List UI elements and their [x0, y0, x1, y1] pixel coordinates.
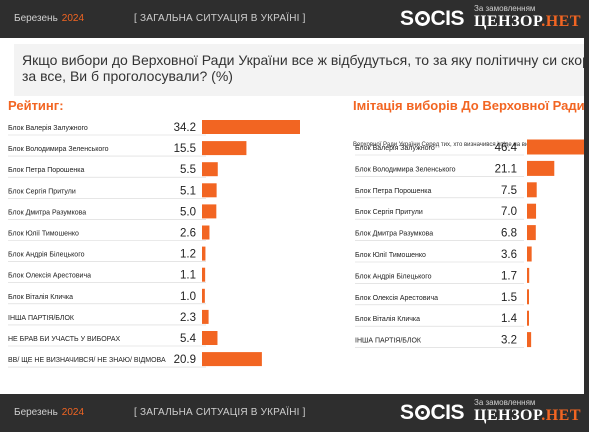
category-label: ІНША ПАРТІЯ/БЛОК [355, 338, 422, 345]
category-label: Блок Сергія Притули [8, 187, 76, 195]
socis-logo: S CIS [400, 7, 465, 30]
category-label: Блок Петра Порошенка [355, 188, 432, 195]
value-label: 34.2 [174, 122, 196, 134]
value-label: 3.6 [501, 249, 517, 261]
bar [527, 267, 530, 283]
bar [202, 225, 210, 240]
value-label: 7.0 [501, 206, 517, 218]
bar [202, 162, 218, 177]
category-label: Блок Олексія Арестовича [8, 272, 91, 280]
bar [202, 352, 262, 367]
value-label: 7.5 [501, 185, 517, 197]
bar [527, 332, 532, 348]
category-label: ІНША ПАРТІЯ/БЛОК [8, 315, 75, 322]
category-label: Блок Дмитра Разумкова [8, 209, 86, 216]
value-label: 1.0 [180, 291, 196, 303]
report-year: 2024 [61, 13, 85, 24]
footer-report-date: Березень 2024 [14, 407, 85, 418]
value-label: 20.9 [174, 354, 196, 366]
rating-title: Рейтинг: [8, 98, 64, 113]
footer-censor-logo: ЦЕНЗОР.НЕТ [474, 407, 582, 424]
value-label: 21.1 [495, 163, 517, 175]
question-text: Якщо вибори до Верховної Ради України вс… [22, 52, 584, 84]
bar [202, 288, 205, 303]
value-label: 5.0 [180, 206, 196, 218]
section-label: [ ЗАГАЛЬНА СИТУАЦІЯ В УКРАЇНІ ] [134, 13, 306, 24]
bar [527, 182, 537, 198]
category-label: Блок Валерія Залужного [8, 124, 88, 132]
value-label: 1.2 [180, 249, 196, 261]
bar [202, 120, 300, 134]
value-label: 3.2 [501, 335, 517, 347]
category-label: Блок Володимира Зеленського [355, 166, 456, 173]
value-label: 1.1 [180, 270, 196, 282]
category-label: Блок Юлії Тимошенко [8, 230, 79, 238]
slide-content: Якщо вибори до Верховної Ради України вс… [0, 38, 584, 394]
category-label: Блок Володимира Зеленського [8, 146, 109, 153]
customer-label: За замовленням [474, 4, 536, 13]
bar [202, 246, 206, 261]
bar [527, 139, 584, 155]
censor-logo: ЦЕНЗОР.НЕТ [474, 13, 582, 30]
bar [527, 289, 529, 305]
category-label: Блок Петра Порошенка [8, 167, 85, 174]
socis-logo-icon [414, 11, 430, 26]
value-label: 2.6 [180, 228, 196, 240]
bar [202, 309, 209, 324]
value-label: 5.1 [180, 185, 196, 197]
value-label: 15.5 [174, 143, 196, 155]
value-label: 1.4 [501, 313, 518, 325]
footer-customer-label: За замовленням [474, 398, 536, 407]
value-label: 5.4 [180, 333, 197, 345]
question-box [14, 44, 584, 96]
bar [527, 246, 532, 262]
category-label: Блок Віталія Кличка [8, 293, 73, 301]
footer-socis-logo: S CIS [400, 401, 465, 424]
charts-canvas: Блок Валерія Залужного 34.2 Блок Володимир… [8, 120, 584, 368]
value-label: 5.5 [180, 164, 196, 176]
category-label: НЕ БРАВ БИ УЧАСТЬ У ВИБОРАХ [8, 336, 121, 343]
bar [527, 225, 536, 241]
category-label: Блок Андрія Білецького [8, 251, 85, 259]
footer-bar: Березень 2024 [ ЗАГАЛЬНА СИТУАЦІЯ В УКРАЇ… [0, 394, 589, 432]
header-bar: Березень 2024 [ ЗАГАЛЬНА СИТУАЦІЯ В УКРАЇ… [0, 0, 589, 38]
category-label: ВВ/ ЩЕ НЕ ВИЗНАЧИВСЯ/ НЕ ЗНАЮ/ ВІДМОВА [8, 357, 166, 364]
report-date: Березень 2024 [14, 13, 85, 24]
bar [202, 183, 217, 198]
bar [527, 203, 537, 219]
simulation-subtitle: Верховної Ради України Серед тих, хто ви… [353, 142, 556, 148]
simulation-title: Імітація виборів До Верховної Ради Укра [353, 98, 584, 113]
footer-section-label: [ ЗАГАЛЬНА СИТУАЦІЯ В УКРАЇНІ ] [134, 407, 306, 418]
bar [202, 331, 218, 345]
value-label: 1.5 [501, 292, 517, 304]
bar [202, 267, 206, 282]
category-label: Блок Віталія Кличка [355, 315, 420, 323]
footer-socis-logo-icon [414, 405, 430, 420]
category-label: Блок Андрія Білецького [355, 272, 432, 280]
bar [202, 204, 217, 219]
category-label: Блок Олексія Арестовича [355, 294, 438, 302]
bar [202, 141, 247, 156]
value-label: 6.8 [501, 228, 517, 240]
category-label: Блок Сергія Притули [355, 208, 423, 216]
value-label: 1.7 [501, 270, 517, 282]
bar [527, 160, 555, 176]
category-label: Блок Юлії Тимошенко [355, 251, 426, 259]
bar [527, 310, 529, 326]
value-label: 2.3 [180, 312, 196, 324]
value-label: 46.4 [495, 142, 518, 154]
category-label: Блок Валерія Залужного [355, 144, 435, 152]
scrollbar[interactable] [584, 38, 589, 394]
category-label: Блок Дмитра Разумкова [355, 231, 433, 238]
